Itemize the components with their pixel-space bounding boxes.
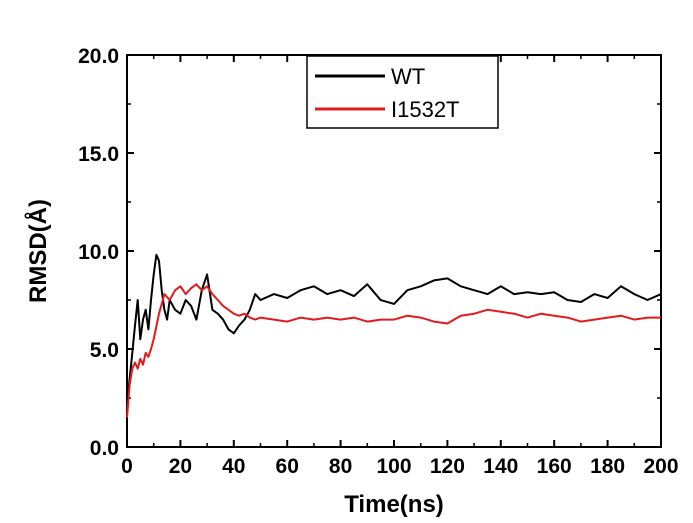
y-tick-label: 10.0 <box>78 241 119 264</box>
x-tick-label: 200 <box>643 455 678 478</box>
series-layer <box>126 253 662 418</box>
x-tick-label: 160 <box>537 455 572 478</box>
x-tick-label: 80 <box>329 455 352 478</box>
legend-label-wt: WT <box>391 64 425 89</box>
series-line-i1532t <box>126 283 661 418</box>
series-line-wt <box>126 253 662 405</box>
x-tick-label: 180 <box>590 455 625 478</box>
legend-box <box>306 55 499 129</box>
labels-layer: Time(ns) RMSD(Å) <box>24 199 444 518</box>
y-tick-label: 15.0 <box>78 143 119 166</box>
legend: WT I1532T <box>306 55 499 129</box>
axes-layer: 0 20 40 60 80 100 120 140 160 180 200 0.0 5.0 10.0 15.… <box>78 45 678 478</box>
x-tick-label: 140 <box>483 455 518 478</box>
y-tick-label: 0.0 <box>90 437 119 460</box>
x-tick-label: 20 <box>169 455 192 478</box>
y-tick-label: 5.0 <box>90 339 119 362</box>
y-axis-title: RMSD(Å) <box>24 199 52 303</box>
x-tick-label: 40 <box>222 455 245 478</box>
legend-label-i1532t: I1532T <box>391 97 460 122</box>
x-tick-label: 100 <box>376 455 411 478</box>
x-tick-label: 60 <box>276 455 299 478</box>
x-tick-label: 0 <box>121 455 133 478</box>
x-tick-label: 120 <box>430 455 465 478</box>
y-tick-label: 20.0 <box>78 45 119 68</box>
x-axis-title: Time(ns) <box>344 491 444 518</box>
